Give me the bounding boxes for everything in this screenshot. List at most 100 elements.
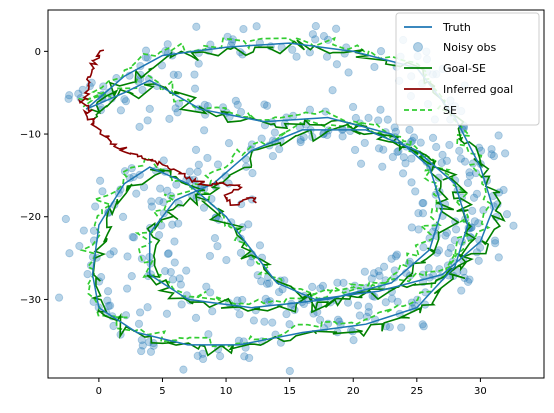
noisy-obs-point: [470, 217, 479, 226]
noisy-obs-point: [349, 335, 358, 345]
noisy-obs-point: [96, 176, 105, 185]
noisy-obs-point: [374, 116, 383, 125]
noisy-obs-point: [332, 60, 341, 69]
noisy-obs-point: [376, 105, 385, 114]
noisy-obs-point: [168, 220, 177, 229]
noisy-obs-point: [98, 187, 107, 196]
noisy-obs-point: [442, 156, 451, 165]
y-tick-label: −20: [20, 212, 41, 223]
noisy-obs-point: [296, 135, 305, 145]
noisy-obs-point: [370, 62, 379, 72]
noisy-obs-point: [231, 96, 240, 105]
noisy-obs-point: [407, 223, 416, 232]
noisy-obs-point: [244, 220, 253, 229]
noisy-obs-point: [339, 278, 348, 288]
noisy-obs-point: [177, 300, 186, 309]
noisy-obs-point: [328, 86, 337, 95]
noisy-obs-point: [137, 335, 146, 345]
noisy-obs-point: [173, 108, 182, 117]
noisy-obs-point: [106, 301, 115, 310]
noisy-obs-point: [168, 275, 178, 284]
noisy-obs-point: [134, 319, 144, 328]
noisy-obs-point: [185, 167, 194, 176]
noisy-obs-point: [418, 199, 427, 208]
noisy-obs-point: [305, 105, 315, 114]
noisy-obs-point: [455, 146, 464, 155]
noisy-obs-point: [163, 40, 172, 49]
legend-label-goal-se: Goal-SE: [443, 62, 486, 75]
noisy-obs-point: [235, 310, 244, 319]
noisy-obs-point: [224, 139, 234, 148]
noisy-obs-point: [137, 346, 146, 356]
noisy-obs-point: [204, 330, 213, 339]
noisy-obs-point: [296, 137, 305, 147]
noisy-obs-point: [170, 258, 179, 267]
noisy-obs-point: [202, 282, 211, 291]
noisy-obs-point: [387, 254, 396, 263]
x-tick-label: 10: [220, 386, 233, 397]
noisy-obs-point: [344, 68, 353, 77]
noisy-obs-point: [174, 99, 184, 108]
noisy-obs-point: [74, 89, 83, 98]
noisy-obs-point: [502, 210, 512, 219]
noisy-obs-point: [129, 233, 138, 242]
noisy-obs-point: [149, 341, 158, 350]
noisy-obs-point: [170, 237, 179, 246]
noisy-obs-point: [476, 243, 485, 252]
noisy-obs-point: [190, 70, 199, 79]
noisy-obs-point: [418, 320, 427, 329]
noisy-obs-point: [145, 104, 154, 114]
noisy-obs-point: [143, 303, 152, 312]
noisy-obs-point: [414, 209, 423, 218]
noisy-obs-point: [456, 154, 466, 163]
noisy-obs-point: [388, 152, 397, 162]
noisy-obs-point: [463, 178, 473, 188]
noisy-obs-point: [437, 158, 446, 167]
noisy-obs-point: [236, 248, 246, 257]
noisy-obs-point: [360, 138, 369, 148]
noisy-obs-point: [61, 214, 70, 224]
noisy-obs-point: [182, 266, 191, 275]
noisy-obs-point: [355, 311, 364, 320]
noisy-obs-point: [282, 309, 291, 319]
noisy-obs-point: [174, 219, 183, 228]
noisy-obs-point: [392, 250, 402, 259]
noisy-obs-point: [171, 104, 180, 113]
noisy-obs-point: [438, 150, 447, 159]
noisy-obs-point: [205, 251, 215, 261]
noisy-obs-point: [109, 247, 118, 256]
noisy-obs-point: [146, 347, 156, 356]
noisy-obs-point: [172, 180, 181, 189]
noisy-obs-point: [159, 156, 168, 165]
noisy-obs-point: [375, 271, 384, 280]
noisy-obs-point: [161, 267, 170, 276]
noisy-obs-point: [374, 144, 384, 153]
noisy-obs-point: [318, 281, 328, 290]
noisy-obs-point: [166, 267, 175, 277]
series-line-goal-se: [90, 39, 506, 357]
noisy-obs-point: [54, 293, 64, 302]
noisy-obs-point: [248, 169, 257, 178]
noisy-obs-point: [499, 185, 508, 195]
noisy-obs-point: [383, 115, 392, 124]
noisy-obs-point: [65, 91, 74, 100]
noisy-obs-point: [200, 100, 209, 109]
noisy-obs-point: [275, 145, 284, 154]
noisy-obs-point: [364, 308, 373, 317]
noisy-obs-point: [257, 134, 266, 143]
noisy-obs-point: [471, 168, 481, 178]
noisy-obs-point: [165, 114, 174, 123]
noisy-obs-point: [199, 203, 209, 212]
noisy-obs-point: [379, 145, 388, 154]
noisy-obs-point: [501, 149, 510, 158]
noisy-obs-point: [274, 287, 284, 297]
noisy-obs-point: [469, 193, 479, 202]
noisy-obs-point: [268, 151, 278, 161]
noisy-obs-point: [405, 125, 414, 134]
noisy-obs-point: [465, 168, 474, 177]
noisy-obs-point: [138, 341, 147, 350]
noisy-obs-point: [489, 151, 499, 161]
noisy-obs-point: [138, 85, 147, 95]
noisy-obs-point: [227, 37, 237, 47]
x-tick-label: 0: [96, 386, 102, 397]
